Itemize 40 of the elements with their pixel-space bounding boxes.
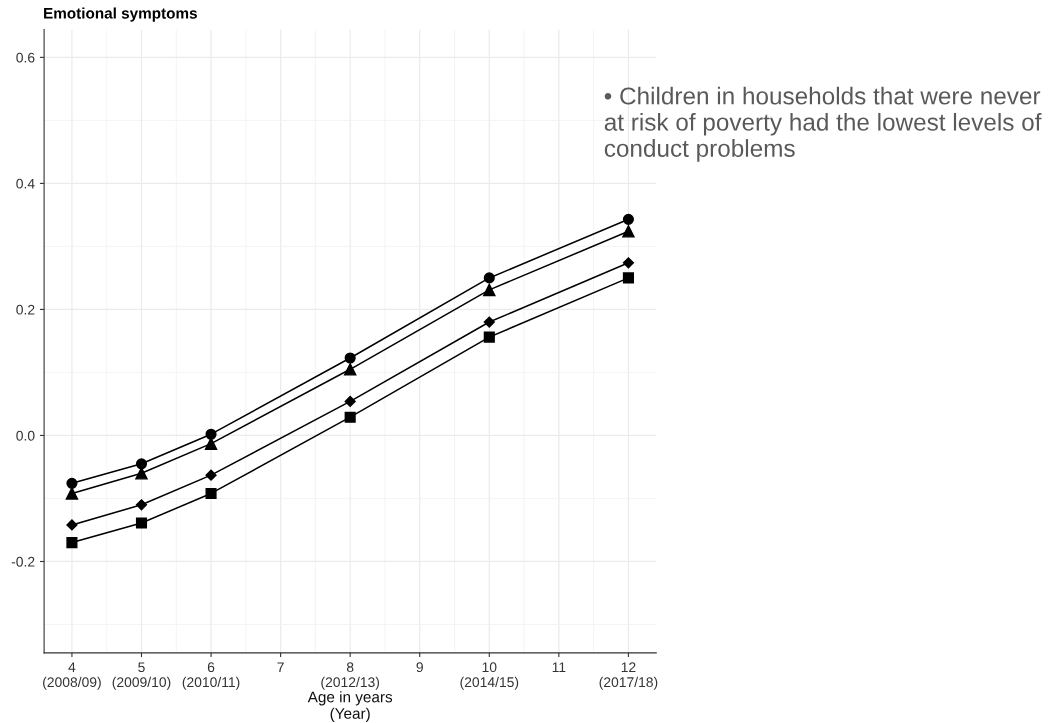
- point: [135, 517, 148, 529]
- annotation: • Children in households that were never at risk of poverty had the lowest levels of conduct problems: [604, 86, 1042, 162]
- point: [205, 469, 217, 481]
- point: [344, 395, 356, 408]
- x-axis-title: Age in years (Year): [307, 691, 393, 722]
- x-tick-label: 4 (2008/09): [43, 662, 101, 690]
- x-tick-label: 11: [552, 662, 566, 672]
- point: [622, 213, 634, 225]
- point: [205, 487, 217, 499]
- point: [483, 331, 495, 343]
- point: [622, 272, 634, 284]
- point: [65, 487, 79, 500]
- point: [66, 477, 78, 489]
- point: [135, 499, 148, 511]
- x-tick-label: 5 (2009/10): [112, 662, 171, 690]
- point: [205, 428, 217, 440]
- point: [135, 458, 148, 470]
- point: [622, 225, 635, 238]
- point: [344, 352, 356, 364]
- point: [204, 437, 218, 450]
- point: [344, 411, 356, 423]
- point: [66, 519, 78, 531]
- y-tick-label: -0.2: [11, 556, 35, 567]
- point: [66, 537, 78, 549]
- x-tick-label: 10 (2014/15): [460, 662, 519, 690]
- y-tick-label: 0.0: [16, 430, 35, 441]
- y-tick-label: 0.2: [16, 304, 35, 315]
- x-tick-label: 8 (2012/13): [321, 662, 380, 690]
- x-tick-label: 9: [416, 662, 423, 673]
- point: [343, 363, 357, 376]
- point: [483, 272, 495, 284]
- y-tick-label: 0.6: [16, 52, 35, 63]
- x-tick-label: 6 (2010/11): [182, 662, 240, 690]
- point: [622, 257, 635, 269]
- y-tick-label: 0.4: [16, 178, 35, 189]
- x-tick-label: 7: [277, 662, 284, 672]
- x-tick-label: 12 (2017/18): [599, 662, 658, 690]
- chart-title: Emotional symptoms: [44, 7, 197, 22]
- point: [483, 316, 495, 328]
- point: [483, 283, 496, 297]
